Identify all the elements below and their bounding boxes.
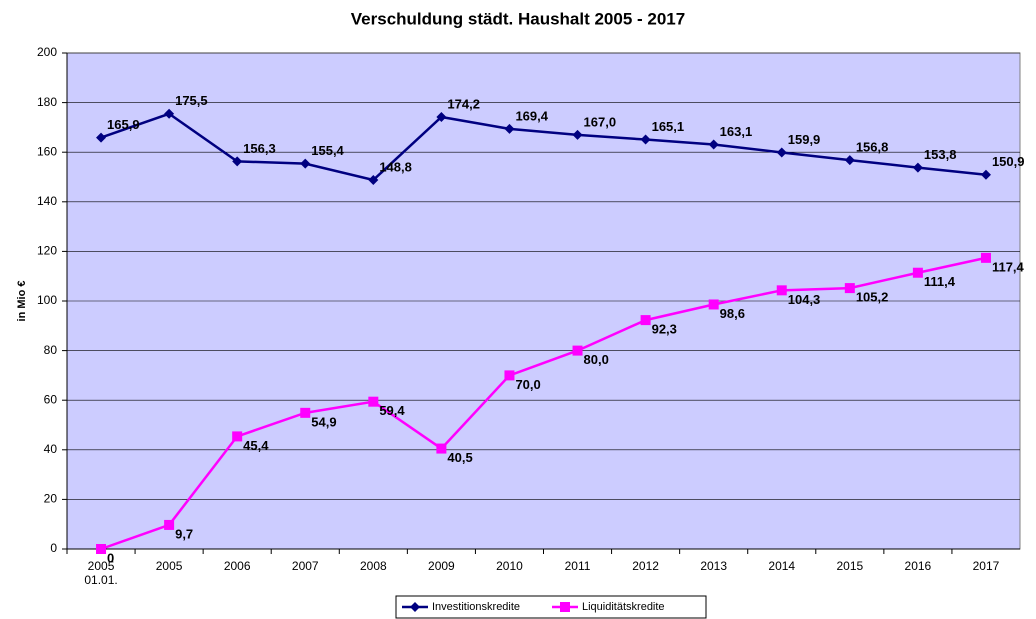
data-label: 156,3: [243, 141, 276, 156]
marker: [572, 129, 583, 140]
y-tick-label: 60: [44, 392, 58, 406]
data-label: 155,4: [311, 143, 344, 158]
data-label: 9,7: [175, 526, 193, 541]
series-line: [100, 112, 987, 182]
data-label: 0: [107, 550, 114, 565]
x-tick-label: 2007: [292, 559, 319, 573]
data-label: 105,2: [856, 290, 889, 305]
data-label: 175,5: [175, 93, 208, 108]
legend-box: [395, 595, 707, 619]
y-tick-label: 0: [50, 541, 57, 555]
legend-label: Investitionskredite: [432, 601, 520, 613]
data-label: 148,8: [379, 159, 412, 174]
y-axis-label: in Mio €: [16, 281, 28, 322]
data-label: 70,0: [515, 377, 540, 392]
y-tick-label: 200: [37, 45, 57, 59]
data-label: 165,1: [652, 119, 685, 134]
x-tick-label: 2008: [360, 559, 387, 573]
marker: [640, 315, 651, 326]
marker: [708, 139, 719, 150]
y-tick-label: 180: [37, 95, 57, 109]
data-label: 163,1: [720, 124, 753, 139]
marker: [164, 108, 175, 119]
marker: [560, 602, 570, 612]
y-tick-label: 140: [37, 194, 57, 208]
marker: [504, 370, 515, 381]
data-label: 153,8: [924, 147, 957, 162]
y-tick-label: 160: [37, 144, 57, 158]
marker: [232, 156, 243, 167]
marker: [980, 169, 991, 180]
marker: [980, 252, 991, 263]
data-label: 80,0: [584, 352, 609, 367]
marker: [912, 267, 923, 278]
data-label: 167,0: [584, 114, 617, 129]
x-tick-label: 2012: [632, 559, 659, 573]
data-label: 165,9: [107, 117, 140, 132]
marker: [776, 285, 787, 296]
data-label: 104,3: [788, 292, 821, 307]
marker: [708, 299, 719, 310]
marker: [232, 431, 243, 442]
data-label: 111,4: [924, 274, 956, 289]
marker: [96, 132, 107, 143]
x-tick-label: 2015: [836, 559, 863, 573]
marker: [300, 158, 311, 169]
data-label: 59,4: [379, 403, 405, 418]
data-label: 117,4: [992, 259, 1025, 274]
x-tick-label: 2010: [496, 559, 523, 573]
marker: [912, 162, 923, 173]
x-tick-label: 2009: [428, 559, 455, 573]
marker: [844, 283, 855, 294]
marker: [776, 147, 787, 158]
x-tick-note: 01.01.: [84, 573, 117, 587]
marker: [436, 443, 447, 454]
data-label: 174,2: [447, 96, 480, 111]
y-tick-label: 40: [44, 442, 58, 456]
marker: [368, 174, 379, 185]
x-tick-label: 2006: [224, 559, 251, 573]
marker: [504, 123, 515, 134]
y-tick-label: 20: [44, 492, 58, 506]
data-label: 54,9: [311, 414, 336, 429]
x-tick-label: 2016: [905, 559, 932, 573]
data-label: 45,4: [243, 438, 269, 453]
data-label: 150,9: [992, 154, 1025, 169]
marker: [410, 602, 420, 612]
marker: [300, 407, 311, 418]
x-tick-label: 2014: [768, 559, 795, 573]
marker: [640, 134, 651, 145]
data-label: 156,8: [856, 140, 889, 155]
data-label: 92,3: [652, 322, 677, 337]
x-tick-label: 2011: [565, 559, 591, 573]
y-tick-label: 120: [37, 244, 57, 258]
x-tick-label: 2005: [156, 559, 183, 573]
data-label: 169,4: [515, 108, 548, 123]
marker: [572, 345, 583, 356]
x-tick-label: 2005: [88, 559, 115, 573]
legend-label: Liquiditätskredite: [582, 601, 665, 613]
x-tick-label: 2017: [973, 559, 1000, 573]
y-tick-label: 80: [44, 343, 58, 357]
marker: [164, 519, 175, 530]
data-label: 40,5: [447, 450, 472, 465]
series-line: [100, 256, 987, 551]
marker: [368, 396, 379, 407]
data-label: 159,9: [788, 132, 821, 147]
marker: [96, 544, 107, 554]
marker: [436, 111, 447, 122]
marker: [844, 155, 855, 166]
chart-title: Verschuldung städt. Haushalt 2005 - 2017: [351, 9, 685, 28]
data-label: 98,6: [720, 306, 745, 321]
y-tick-label: 100: [37, 293, 57, 307]
x-tick-label: 2013: [700, 559, 727, 573]
